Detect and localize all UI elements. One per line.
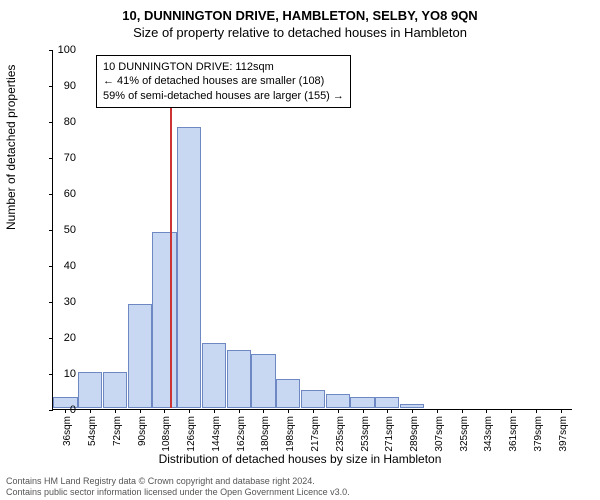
histogram-bar [227,350,251,408]
y-tick-label: 60 [46,188,76,200]
histogram-bar [103,372,127,408]
footer-line2: Contains public sector information licen… [6,487,350,498]
footer-attribution: Contains HM Land Registry data © Crown c… [6,476,350,498]
annotation-line2: ← 41% of detached houses are smaller (10… [103,74,344,88]
y-tick-label: 0 [46,404,76,416]
histogram-bar [301,390,325,408]
histogram-bar [78,372,102,408]
y-tick-label: 70 [46,152,76,164]
y-tick-label: 50 [46,224,76,236]
y-tick-label: 90 [46,80,76,92]
x-axis-label: Distribution of detached houses by size … [0,452,600,466]
annotation-line3: 59% of semi-detached houses are larger (… [103,89,344,103]
y-axis-label: Number of detached properties [4,65,18,230]
histogram-bar [128,304,152,408]
histogram-bar [375,397,399,408]
y-tick-label: 10 [46,368,76,380]
histogram-bar [251,354,275,408]
y-tick-label: 20 [46,332,76,344]
y-tick-label: 30 [46,296,76,308]
chart-title-address: 10, DUNNINGTON DRIVE, HAMBLETON, SELBY, … [0,0,600,23]
histogram-bar [202,343,226,408]
annotation-box: 10 DUNNINGTON DRIVE: 112sqm ← 41% of det… [96,55,351,108]
histogram-bar [400,404,424,408]
histogram-bar [276,379,300,408]
histogram-bar [177,127,201,408]
y-tick-label: 40 [46,260,76,272]
histogram-bar [350,397,374,408]
property-marker-line [170,100,172,408]
histogram-bar [326,394,350,408]
y-tick-label: 100 [46,44,76,56]
chart-container: 10, DUNNINGTON DRIVE, HAMBLETON, SELBY, … [0,0,600,500]
chart-area: 36sqm54sqm72sqm90sqm108sqm126sqm144sqm16… [52,50,572,410]
footer-line1: Contains HM Land Registry data © Crown c… [6,476,350,487]
y-tick-label: 80 [46,116,76,128]
histogram-bar [152,232,176,408]
chart-subtitle: Size of property relative to detached ho… [0,23,600,40]
annotation-line1: 10 DUNNINGTON DRIVE: 112sqm [103,60,344,74]
